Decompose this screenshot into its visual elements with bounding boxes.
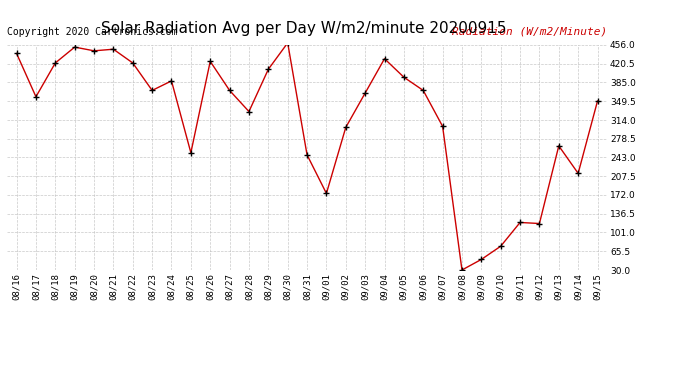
Text: Solar Radiation Avg per Day W/m2/minute 20200915: Solar Radiation Avg per Day W/m2/minute …	[101, 21, 506, 36]
Text: Radiation (W/m2/Minute): Radiation (W/m2/Minute)	[452, 27, 607, 37]
Text: Copyright 2020 Cartronics.com: Copyright 2020 Cartronics.com	[7, 27, 177, 37]
